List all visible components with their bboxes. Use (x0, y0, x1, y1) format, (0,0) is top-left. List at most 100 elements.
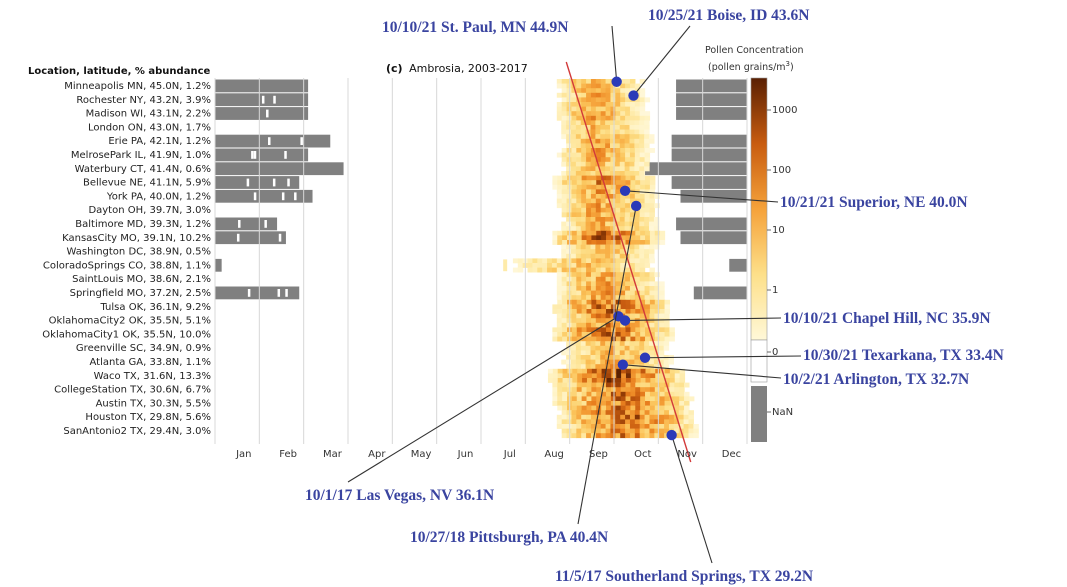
pollen-cell (610, 244, 616, 250)
pollen-cell (634, 253, 640, 259)
pollen-cell (668, 419, 675, 425)
pollen-cell (630, 175, 636, 181)
pollen-cell (635, 309, 641, 314)
pollen-cell (644, 286, 651, 291)
pollen-cell (571, 405, 578, 411)
pollen-cell (644, 350, 650, 356)
pollen-cell (625, 92, 631, 98)
pollen-cell (562, 391, 568, 397)
pollen-cell (624, 350, 631, 356)
pollen-cell (571, 410, 577, 416)
pollen-cell (570, 364, 577, 370)
pollen-cell (562, 396, 568, 402)
pollen-cell (634, 226, 640, 232)
pollen-cell (649, 258, 655, 264)
pollen-cell (600, 129, 606, 135)
pollen-cell (600, 313, 607, 319)
pollen-cell (556, 272, 563, 278)
pollen-cell (639, 207, 646, 213)
pollen-cell (595, 272, 602, 278)
annotation-leader-line (347, 315, 619, 483)
pollen-cell (615, 106, 621, 112)
pollen-cell (664, 299, 671, 305)
pollen-cell (625, 267, 631, 273)
pollen-cell (639, 267, 646, 273)
pollen-cell (600, 414, 607, 420)
pollen-cell (595, 129, 601, 135)
pollen-cell (566, 359, 572, 365)
pollen-cell (581, 272, 587, 278)
pollen-cell (571, 424, 577, 429)
pollen-cell (645, 405, 651, 411)
nan-bar-gap (251, 151, 254, 159)
pollen-cell (517, 258, 524, 264)
pollen-cell (576, 92, 582, 98)
pollen-cell (586, 235, 592, 241)
pollen-cell (595, 148, 602, 153)
pollen-cell (664, 373, 671, 379)
pollen-cell (649, 226, 655, 232)
pollen-cell (625, 106, 631, 112)
pollen-cell (654, 336, 661, 342)
pollen-cell (556, 203, 563, 209)
pollen-cell (634, 125, 640, 130)
pollen-cell (581, 286, 587, 291)
pollen-cell (576, 295, 582, 301)
pollen-cell (557, 175, 563, 181)
pollen-cell (629, 212, 636, 218)
pollen-cell (654, 387, 661, 393)
pollen-cell (586, 313, 592, 319)
pollen-cell (635, 299, 641, 305)
pollen-cell (634, 212, 641, 218)
pollen-cell (575, 217, 582, 222)
pollen-cell (596, 387, 602, 393)
pollen-cell (630, 405, 636, 411)
pollen-cell (585, 249, 592, 255)
pollen-cell (576, 332, 583, 337)
pollen-cell (644, 433, 651, 439)
pollen-cell (561, 207, 568, 213)
pollen-cell (556, 263, 563, 268)
pollen-cell (639, 92, 646, 98)
pollen-cell (659, 313, 665, 319)
pollen-cell (582, 378, 588, 383)
pollen-cell (619, 217, 626, 222)
pollen-cell (596, 368, 603, 374)
pollen-cell (581, 189, 587, 195)
pollen-cell (649, 281, 655, 287)
pollen-cell (615, 152, 621, 158)
pollen-cell (625, 290, 631, 296)
pollen-cell (586, 230, 592, 236)
pollen-cell (576, 414, 582, 420)
pollen-cell (619, 244, 626, 250)
location-label: CollegeStation TX, 30.6N, 6.7% (54, 385, 211, 396)
pollen-cell (571, 212, 577, 218)
pollen-cell (649, 313, 655, 319)
month-label: Nov (677, 449, 697, 460)
pollen-cell (600, 134, 606, 140)
pollen-cell (590, 322, 597, 328)
pollen-cell (653, 345, 660, 351)
pollen-cell (585, 253, 592, 259)
pollen-cell (619, 129, 626, 135)
pollen-cell (581, 318, 587, 324)
pollen-cell (634, 157, 641, 163)
pollen-cell (659, 405, 666, 411)
pollen-cell (630, 382, 636, 388)
pollen-cell (606, 401, 612, 406)
pollen-cell (664, 414, 670, 420)
pollen-cell (566, 364, 572, 370)
pollen-cell (649, 299, 656, 305)
pollen-cell (561, 313, 568, 319)
pollen-cell (581, 290, 587, 296)
pollen-cell (586, 322, 592, 328)
pollen-cell (639, 276, 646, 282)
pollen-cell (640, 405, 646, 411)
location-label: Waco TX, 31.6N, 13.3% (94, 371, 211, 382)
location-column-header: Location, latitude, % abundance (28, 66, 210, 77)
pollen-cell (639, 115, 646, 121)
nan-bar-gap (294, 192, 297, 201)
pollen-cell (615, 304, 622, 310)
pollen-cell (556, 102, 563, 107)
pollen-cell (561, 272, 568, 278)
